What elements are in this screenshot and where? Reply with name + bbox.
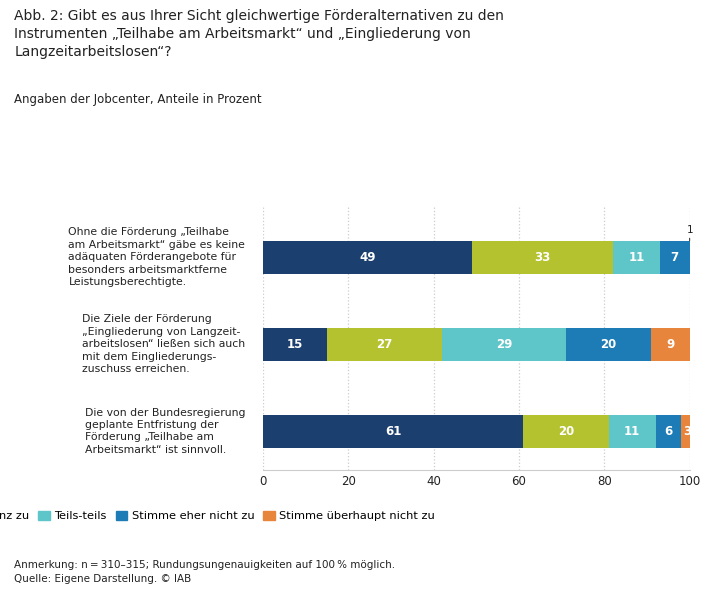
Text: Angaben der Jobcenter, Anteile in Prozent: Angaben der Jobcenter, Anteile in Prozen… xyxy=(14,93,262,107)
Bar xyxy=(690,241,694,274)
Text: 61: 61 xyxy=(385,425,402,438)
Text: Quelle: Eigene Darstellung. © IAB: Quelle: Eigene Darstellung. © IAB xyxy=(14,573,191,584)
Bar xyxy=(442,327,566,361)
Text: 1: 1 xyxy=(686,226,693,241)
Bar xyxy=(609,415,656,447)
Bar xyxy=(523,415,609,447)
Bar xyxy=(613,241,660,274)
Bar xyxy=(327,327,442,361)
Text: Die von der Bundesregierung
geplante Entfristung der
Förderung „Teilhabe am
Arbe: Die von der Bundesregierung geplante Ent… xyxy=(85,408,245,455)
Text: 9: 9 xyxy=(666,338,675,351)
Bar xyxy=(472,241,613,274)
Bar xyxy=(651,327,690,361)
Bar xyxy=(656,415,681,447)
Text: 11: 11 xyxy=(624,425,640,438)
Bar xyxy=(263,327,327,361)
Text: Die Ziele der Förderung
„Eingliederung von Langzeit-
arbeitslosen“ ließen sich a: Die Ziele der Förderung „Eingliederung v… xyxy=(82,314,245,374)
Text: 20: 20 xyxy=(601,338,616,351)
Bar xyxy=(263,415,523,447)
Text: 20: 20 xyxy=(558,425,574,438)
Bar xyxy=(263,241,472,274)
Text: Anmerkung: n = 310–315; Rundungsungenauigkeiten auf 100 % möglich.: Anmerkung: n = 310–315; Rundungsungenaui… xyxy=(14,560,395,570)
Text: 7: 7 xyxy=(670,251,679,264)
Text: 29: 29 xyxy=(496,338,513,351)
Text: 3: 3 xyxy=(683,425,692,438)
Bar xyxy=(681,415,694,447)
Bar xyxy=(660,241,690,274)
Text: 6: 6 xyxy=(664,425,673,438)
Text: 11: 11 xyxy=(629,251,644,264)
Text: Ohne die Förderung „Teilhabe
am Arbeitsmarkt“ gäbe es keine
adäquaten Förderange: Ohne die Förderung „Teilhabe am Arbeitsm… xyxy=(68,227,245,287)
Text: 27: 27 xyxy=(377,338,392,351)
Legend: Stimme voll und ganz zu, Stimme eher zu, Teils-teils, Stimme eher nicht zu, Stim: Stimme voll und ganz zu, Stimme eher zu,… xyxy=(0,511,435,537)
Text: Abb. 2: Gibt es aus Ihrer Sicht gleichwertige Förderalternativen zu den
Instrume: Abb. 2: Gibt es aus Ihrer Sicht gleichwe… xyxy=(14,9,504,58)
Bar xyxy=(566,327,651,361)
Text: 49: 49 xyxy=(359,251,376,264)
Text: 15: 15 xyxy=(287,338,304,351)
Text: 33: 33 xyxy=(535,251,550,264)
